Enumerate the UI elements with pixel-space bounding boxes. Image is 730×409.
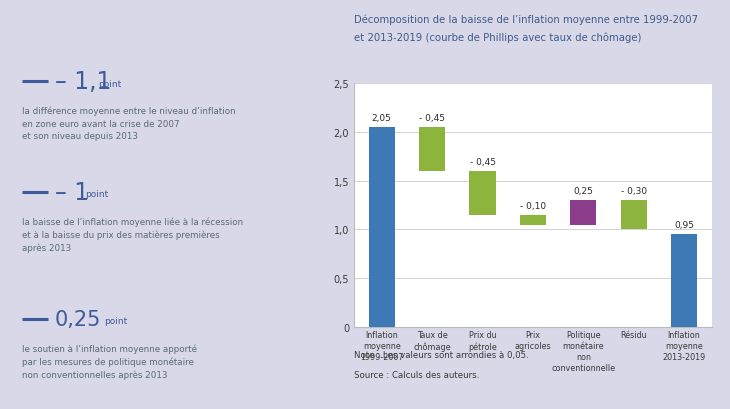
Text: 0,95: 0,95 (674, 221, 694, 230)
Bar (469, 171, 496, 215)
Bar (620, 201, 647, 230)
Bar (369, 128, 395, 327)
Text: - 0,10: - 0,10 (520, 201, 546, 210)
Bar (671, 235, 697, 327)
Text: point: point (104, 317, 128, 326)
Text: le soutien à l’inflation moyenne apporté
par les mesures de politique monétaire
: le soutien à l’inflation moyenne apporté… (23, 344, 198, 380)
Text: - 0,45: - 0,45 (419, 114, 445, 123)
Text: et 2013-2019 (courbe de Phillips avec taux de chômage): et 2013-2019 (courbe de Phillips avec ta… (354, 33, 642, 43)
Text: - 0,45: - 0,45 (469, 157, 496, 166)
Text: point: point (85, 190, 108, 199)
Bar (570, 201, 596, 225)
Text: Source : Calculs des auteurs.: Source : Calculs des auteurs. (354, 370, 480, 379)
Text: la baisse de l’inflation moyenne liée à la récession
et à la baisse du prix des : la baisse de l’inflation moyenne liée à … (23, 217, 244, 253)
Text: 0,25: 0,25 (55, 309, 101, 329)
Text: – 1: – 1 (55, 180, 89, 204)
Text: point: point (98, 79, 121, 88)
Text: la différence moyenne entre le niveau d’inflation
en zone euro avant la crise de: la différence moyenne entre le niveau d’… (23, 106, 236, 141)
Text: 2,05: 2,05 (372, 114, 392, 123)
Text: Note : Les valeurs sont arrondies à 0,05.: Note : Les valeurs sont arrondies à 0,05… (354, 350, 529, 359)
Text: Décomposition de la baisse de l’inflation moyenne entre 1999-2007: Décomposition de la baisse de l’inflatio… (354, 14, 698, 25)
Text: 0,25: 0,25 (573, 187, 593, 196)
Bar (419, 128, 445, 171)
Text: – 1,1: – 1,1 (55, 70, 111, 94)
Text: - 0,30: - 0,30 (620, 187, 647, 196)
Bar (520, 215, 546, 225)
